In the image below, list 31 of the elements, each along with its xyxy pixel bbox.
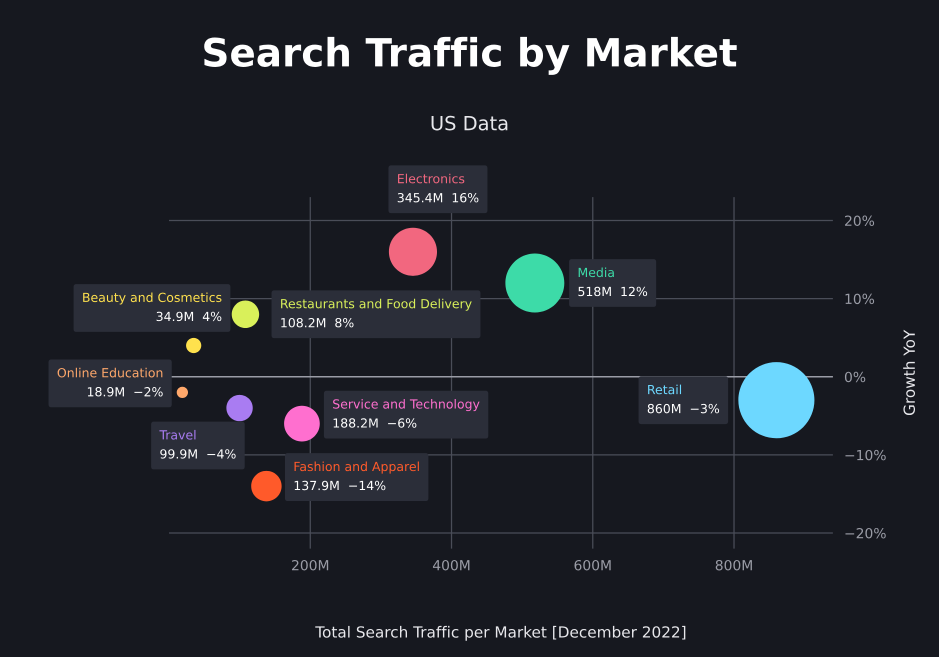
data-label: 518M 12% bbox=[578, 286, 648, 296]
data-label: 137.9M −14% bbox=[294, 480, 386, 490]
series-label: Online Education bbox=[58, 368, 162, 378]
text: Electronics bbox=[398, 174, 464, 184]
series-label: Fashion and Apparel bbox=[294, 462, 419, 474]
data-label: 860M −3% bbox=[648, 404, 720, 414]
chart-title: Search Traffic by Market bbox=[204, 36, 737, 75]
y-tick-label: 20% bbox=[845, 216, 874, 226]
x-axis-title: Total Search Traffic per Market [December 2022] bbox=[315, 626, 686, 641]
data-label: 345.4M 16% bbox=[398, 192, 478, 202]
data-label: 18.9M −2% bbox=[88, 387, 163, 396]
data-label: 34.9M 4% bbox=[156, 312, 222, 322]
y-tick-label: 0% bbox=[844, 372, 866, 382]
y-axis-title: Growth YoY bbox=[903, 330, 916, 416]
y-tick-label: −10% bbox=[845, 450, 886, 460]
series-label: Media bbox=[578, 267, 614, 278]
x-tick-label: 200M bbox=[292, 560, 328, 570]
data-label: 99.9M −4% bbox=[160, 449, 236, 459]
x-tick-label: 800M bbox=[716, 560, 752, 570]
text: Retail bbox=[648, 384, 682, 394]
x-tick-label: 400M bbox=[432, 560, 470, 570]
y-tick-label: −20% bbox=[845, 528, 886, 538]
y-tick-label: 10% bbox=[846, 294, 874, 304]
chart-subtitle: US Data bbox=[432, 116, 508, 130]
data-label: 108.2M 8% bbox=[281, 318, 354, 328]
text: Beauty and Cosmetics bbox=[83, 292, 222, 305]
text: Travel bbox=[159, 430, 196, 440]
series-label: Service and Technology bbox=[333, 399, 480, 412]
series-label: Restaurants and Food Delivery bbox=[281, 298, 472, 311]
data-label: 188.2M −6% bbox=[334, 418, 416, 428]
x-tick-label: 600M bbox=[574, 560, 611, 570]
